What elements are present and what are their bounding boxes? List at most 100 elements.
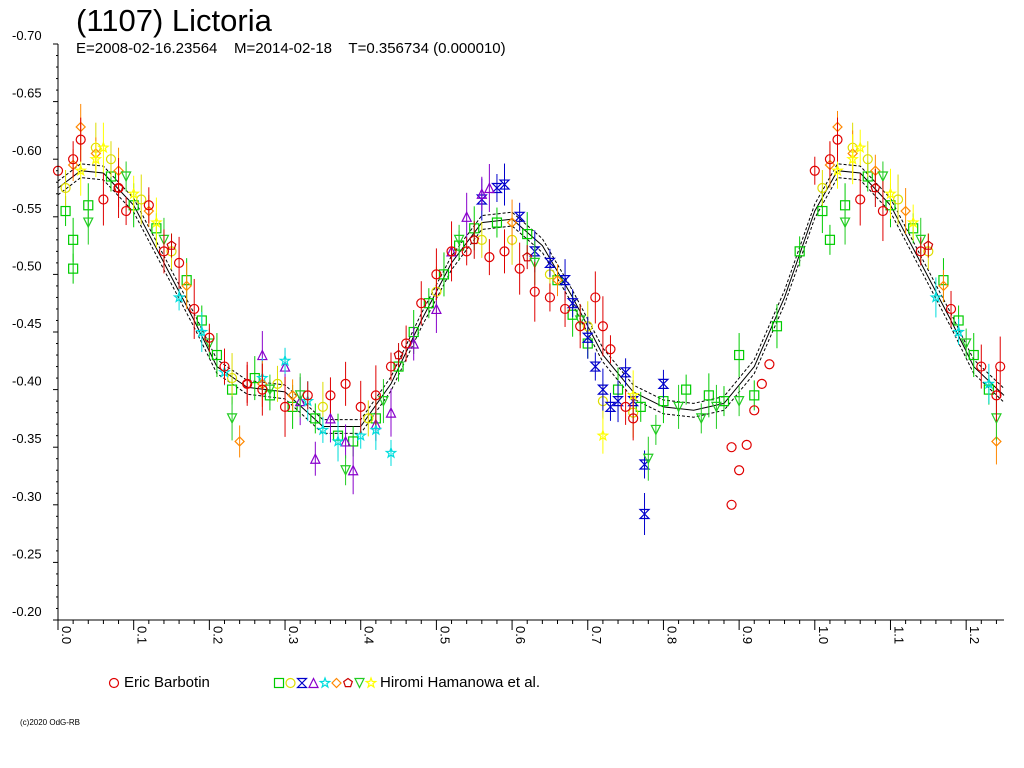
x-tick-label: 1.0 <box>816 626 831 644</box>
data-point <box>172 290 186 303</box>
data-point <box>506 217 518 228</box>
data-point <box>681 384 692 395</box>
data-point <box>195 325 209 338</box>
data-point <box>559 303 571 315</box>
data-point <box>469 234 480 245</box>
data-point <box>75 134 86 145</box>
data-point <box>529 257 541 269</box>
data-point <box>340 435 352 447</box>
data-point <box>566 298 579 309</box>
legend-marker-hamanowa <box>308 677 319 689</box>
data-point <box>369 423 383 436</box>
data-point <box>612 396 624 407</box>
x-tick-label: 0.7 <box>589 626 604 644</box>
data-point <box>741 439 752 450</box>
data-point <box>855 194 866 205</box>
data-point <box>438 269 450 280</box>
data-point <box>189 303 200 315</box>
x-tick-label: 0.4 <box>362 626 377 644</box>
data-point <box>408 337 420 349</box>
data-point <box>734 349 745 361</box>
legend-marker-hamanowa <box>285 677 296 689</box>
data-point <box>824 154 836 165</box>
legend-marker-hamanowa <box>364 676 378 689</box>
data-point <box>309 452 321 464</box>
data-point <box>575 321 586 332</box>
data-point <box>590 292 601 303</box>
data-point <box>173 257 185 268</box>
x-tick-label: 0.8 <box>664 626 679 644</box>
data-point <box>839 217 851 229</box>
data-point <box>929 290 943 303</box>
data-point <box>831 164 844 177</box>
data-point <box>416 298 427 309</box>
data-point <box>596 384 609 395</box>
data-point <box>529 286 540 297</box>
legend-marker-hamanowa <box>354 677 365 689</box>
data-point <box>952 325 966 338</box>
data-point <box>991 390 1002 401</box>
data-point <box>446 246 457 257</box>
data-point <box>324 412 336 424</box>
data-point <box>657 378 670 389</box>
data-point <box>363 413 374 424</box>
data-point <box>294 390 306 402</box>
data-point <box>581 332 594 343</box>
data-point <box>461 210 473 222</box>
data-point <box>906 215 920 229</box>
x-tick-label: 0.3 <box>286 626 301 644</box>
y-tick-label: -0.50 <box>12 258 42 273</box>
legend-marker-barbotin <box>108 677 120 689</box>
data-point <box>143 200 154 211</box>
data-point <box>968 349 979 361</box>
x-tick-label: 0.6 <box>513 626 528 644</box>
data-point <box>385 406 397 418</box>
x-tick-label: 0.0 <box>59 626 74 644</box>
x-tick-label: 1.1 <box>891 626 906 644</box>
data-point <box>158 246 170 257</box>
data-point <box>136 194 147 205</box>
data-point <box>597 321 608 332</box>
data-point <box>498 179 511 190</box>
data-point <box>853 140 867 154</box>
copyright-notice: (c)2020 OdG-RB <box>20 718 81 727</box>
data-point <box>74 164 88 177</box>
data-point <box>695 413 707 425</box>
data-point <box>870 182 881 193</box>
legend-marker-hamanowa <box>331 677 342 689</box>
data-point <box>310 413 321 424</box>
data-point <box>461 246 472 257</box>
data-point <box>862 154 873 165</box>
data-point <box>771 321 783 332</box>
data-point <box>316 423 330 436</box>
data-point <box>749 405 760 416</box>
data-point <box>543 257 556 268</box>
data-point <box>68 234 79 245</box>
data-point <box>272 378 283 389</box>
data-point <box>710 401 722 413</box>
data-point <box>166 240 177 250</box>
data-point <box>794 246 805 257</box>
data-point <box>552 274 563 286</box>
data-point <box>257 384 268 395</box>
data-point <box>348 436 359 447</box>
data-point <box>105 154 117 165</box>
data-point <box>938 280 949 292</box>
legend-marker-hamanowa <box>342 677 354 688</box>
legend-marker-hamanowa <box>296 677 308 689</box>
data-point <box>619 367 632 378</box>
data-point <box>491 217 503 228</box>
data-point <box>68 263 79 274</box>
data-point <box>559 275 572 286</box>
data-point <box>976 361 987 372</box>
data-point <box>98 194 109 205</box>
x-tick-label: 1.2 <box>967 626 982 644</box>
data-points-group <box>52 103 1006 536</box>
axes-group: -0.70 -0.65 -0.60 -0.55 -0.50 -0.45 -0.40 -0.35… <box>12 28 1004 644</box>
data-point <box>596 428 610 442</box>
data-point <box>302 390 313 401</box>
data-point <box>703 390 714 401</box>
y-tick-label: -0.45 <box>12 316 42 331</box>
data-point <box>733 396 745 407</box>
